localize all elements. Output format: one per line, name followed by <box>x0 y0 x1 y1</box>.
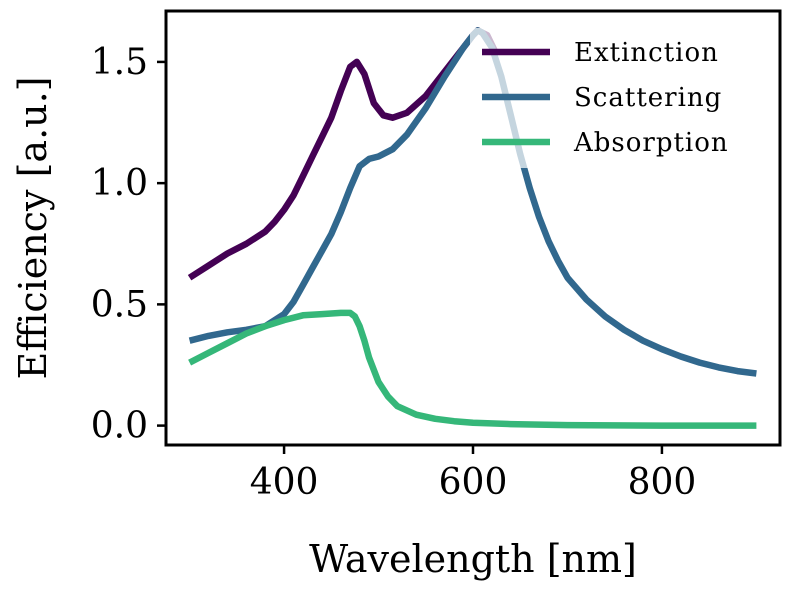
x-tick-label: 600 <box>439 462 508 503</box>
legend-label-absorption: Absorption <box>573 128 729 158</box>
legend-label-extinction: Extinction <box>574 38 719 68</box>
series-line-absorption <box>188 309 757 429</box>
legend-label-scattering: Scattering <box>574 83 722 113</box>
y-tick-label: 0.5 <box>91 284 148 325</box>
y-tick-label: 0.0 <box>91 406 148 447</box>
x-axis-title: Wavelength [nm] <box>309 537 637 581</box>
axis-ticks: 400 600 800 0.0 0.5 1.0 1.5 <box>91 42 697 503</box>
x-tick-label: 400 <box>250 462 319 503</box>
plot-frame <box>164 9 782 447</box>
legend-box <box>470 28 764 168</box>
y-tick-label: 1.0 <box>91 163 148 204</box>
y-tick-label: 1.5 <box>91 42 148 83</box>
x-tick-label: 800 <box>628 462 697 503</box>
y-axis-title: Efficiency [a.u.] <box>11 76 55 379</box>
legend: Extinction Scattering Absorption <box>470 28 764 168</box>
